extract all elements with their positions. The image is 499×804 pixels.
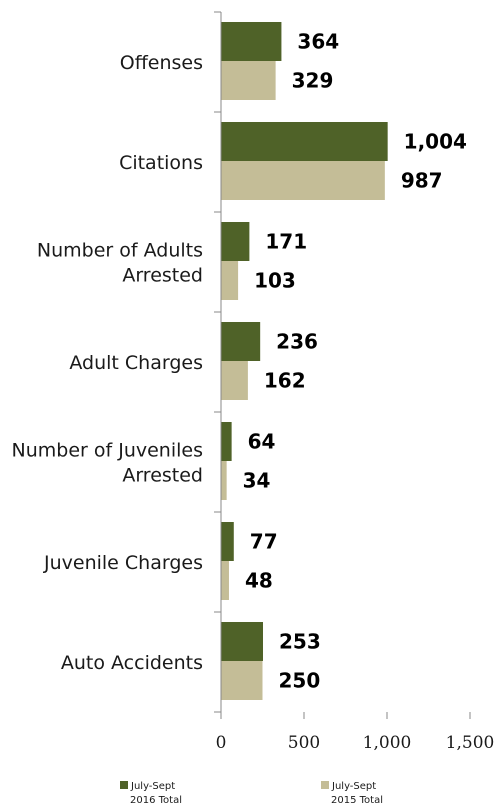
x-tick-label-3: 1,500 [446,733,495,753]
bar-2016-0 [221,22,282,61]
data-label-2015-4: 34 [243,469,271,493]
bar-2015-2 [221,261,239,300]
bar-2015-1 [221,161,385,200]
x-tick-label-0: 0 [216,733,227,753]
category-label-6: Auto Accidents [61,652,203,674]
legend-label-2015-line-0: July-Sept [331,781,376,792]
category-label-5: Juvenile Charges [43,552,203,574]
x-tick-label-1: 500 [288,733,320,753]
data-label-2015-1: 987 [401,169,443,193]
data-label-2016-6: 253 [279,630,321,654]
bar-2015-0 [221,61,276,100]
data-label-2016-1: 1,004 [404,130,467,154]
bar-2016-3 [221,322,261,361]
category-label-3: Adult Charges [69,352,203,374]
x-tick-label-2: 1,000 [363,733,412,753]
legend-swatch-2015 [321,781,329,789]
data-label-2016-0: 364 [297,30,339,54]
bar-2016-1 [221,122,388,161]
legend-label-2016-line-1: 2016 Total [130,795,182,804]
data-label-2015-5: 48 [245,569,273,593]
category-label-0: Offenses [120,52,203,74]
data-label-2015-0: 329 [292,69,334,93]
category-label-4-line-1: Arrested [122,465,203,487]
bar-2016-4 [221,422,232,461]
data-label-2016-4: 64 [248,430,276,454]
category-label-2-line-1: Arrested [122,265,203,287]
bar-2015-6 [221,661,263,700]
data-label-2015-3: 162 [264,369,306,393]
legend-label-2016-line-0: July-Sept [130,781,175,792]
bar-2016-2 [221,222,250,261]
data-label-2015-6: 250 [279,669,321,693]
data-label-2015-2: 103 [254,269,296,293]
category-label-1: Citations [119,152,203,174]
bar-2015-3 [221,361,248,400]
data-label-2016-5: 77 [250,530,278,554]
data-label-2016-3: 236 [276,330,318,354]
bar-2015-5 [221,561,229,600]
category-label-2-line-0: Number of Adults [37,240,203,262]
bar-2016-6 [221,622,263,661]
bar-2016-5 [221,522,234,561]
data-label-2016-2: 171 [265,230,307,254]
legend-swatch-2016 [120,781,128,789]
category-label-4-line-0: Number of Juveniles [12,440,203,462]
bar-2015-4 [221,461,227,500]
legend-label-2015-line-1: 2015 Total [331,795,383,804]
